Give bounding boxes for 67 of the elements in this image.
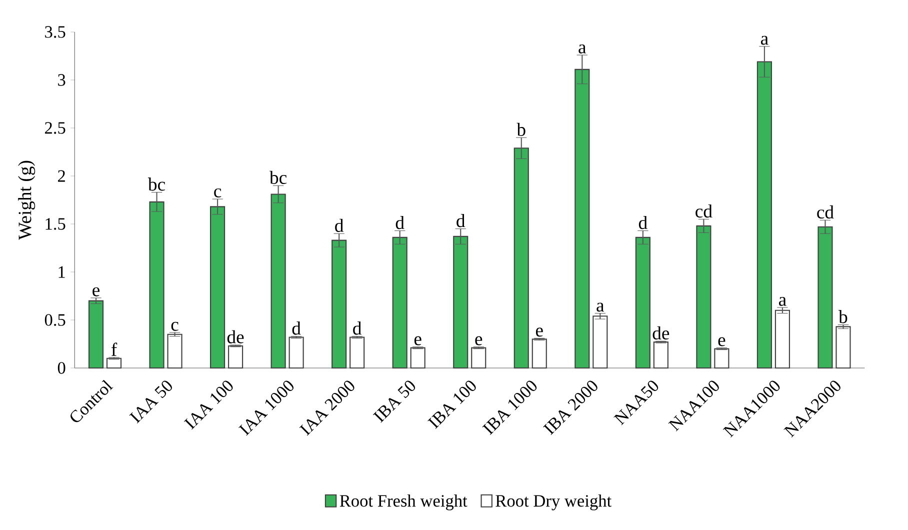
- data-label: e: [475, 336, 482, 346]
- data-label: cd: [696, 204, 712, 218]
- data-label: de: [652, 326, 670, 340]
- data-label: b: [516, 122, 526, 136]
- bar: [167, 334, 182, 369]
- data-label: bc: [148, 178, 166, 191]
- bar: [714, 348, 730, 369]
- data-label: e: [536, 328, 543, 337]
- bar: [514, 148, 529, 369]
- data-label: a: [596, 302, 604, 312]
- legend-label: Root Fresh weight: [340, 494, 468, 510]
- bar: [410, 347, 426, 369]
- y-axis-title: Weight (g): [18, 160, 36, 240]
- x-tick-label: IBA 50: [372, 380, 416, 423]
- data-label: a: [760, 36, 768, 45]
- bar: [106, 358, 122, 369]
- bar: [836, 326, 851, 369]
- data-label: d: [353, 322, 362, 335]
- data-label: f: [111, 342, 118, 356]
- data-label: d: [292, 322, 301, 335]
- data-label: de: [227, 330, 244, 344]
- bar: [653, 342, 668, 369]
- bar: [532, 338, 547, 369]
- data-label: d: [638, 216, 648, 230]
- data-label: cd: [817, 205, 834, 219]
- bar: [774, 310, 790, 369]
- bar: [149, 201, 164, 369]
- y-tick-label: 2: [58, 170, 65, 182]
- x-tick-label: IAA 100: [184, 380, 233, 430]
- y-tick-label: 2.5: [44, 122, 66, 134]
- bar: [88, 300, 104, 369]
- bar: [350, 336, 365, 369]
- data-label: a: [778, 296, 786, 306]
- data-label: bc: [270, 170, 287, 184]
- bar: [453, 236, 468, 369]
- data-label: c: [214, 188, 222, 198]
- bar: [635, 236, 650, 369]
- bar: [288, 336, 304, 369]
- data-label: a: [578, 44, 586, 54]
- data-label: d: [396, 216, 404, 230]
- bar: [392, 236, 408, 369]
- bar: [574, 68, 590, 369]
- data-label: e: [718, 337, 726, 346]
- bar: [332, 240, 347, 369]
- bar: [818, 226, 833, 369]
- bar: [210, 206, 226, 369]
- data-label: e: [92, 287, 100, 296]
- data-label: e: [414, 336, 422, 346]
- legend-label: Root Dry weight: [496, 494, 612, 510]
- bar: [270, 194, 286, 369]
- data-label: b: [838, 310, 848, 324]
- y-tick-label: 0.5: [44, 314, 66, 326]
- bar: [756, 61, 772, 369]
- bar: [471, 347, 486, 369]
- bar: [228, 345, 244, 369]
- y-tick-label: 1.5: [46, 218, 66, 230]
- bar: [592, 316, 608, 369]
- y-tick-label: 3: [58, 74, 66, 86]
- bar: [696, 225, 712, 369]
- y-tick-label: 3.5: [45, 26, 66, 38]
- y-tick-label: 0: [58, 362, 66, 374]
- y-tick-label: 1: [58, 266, 65, 278]
- data-label: d: [456, 214, 466, 228]
- x-tick-label: IAA 50: [129, 380, 172, 424]
- data-label: d: [335, 218, 344, 232]
- data-label: c: [171, 322, 178, 331]
- x-tick-label: IBA 100: [428, 380, 476, 429]
